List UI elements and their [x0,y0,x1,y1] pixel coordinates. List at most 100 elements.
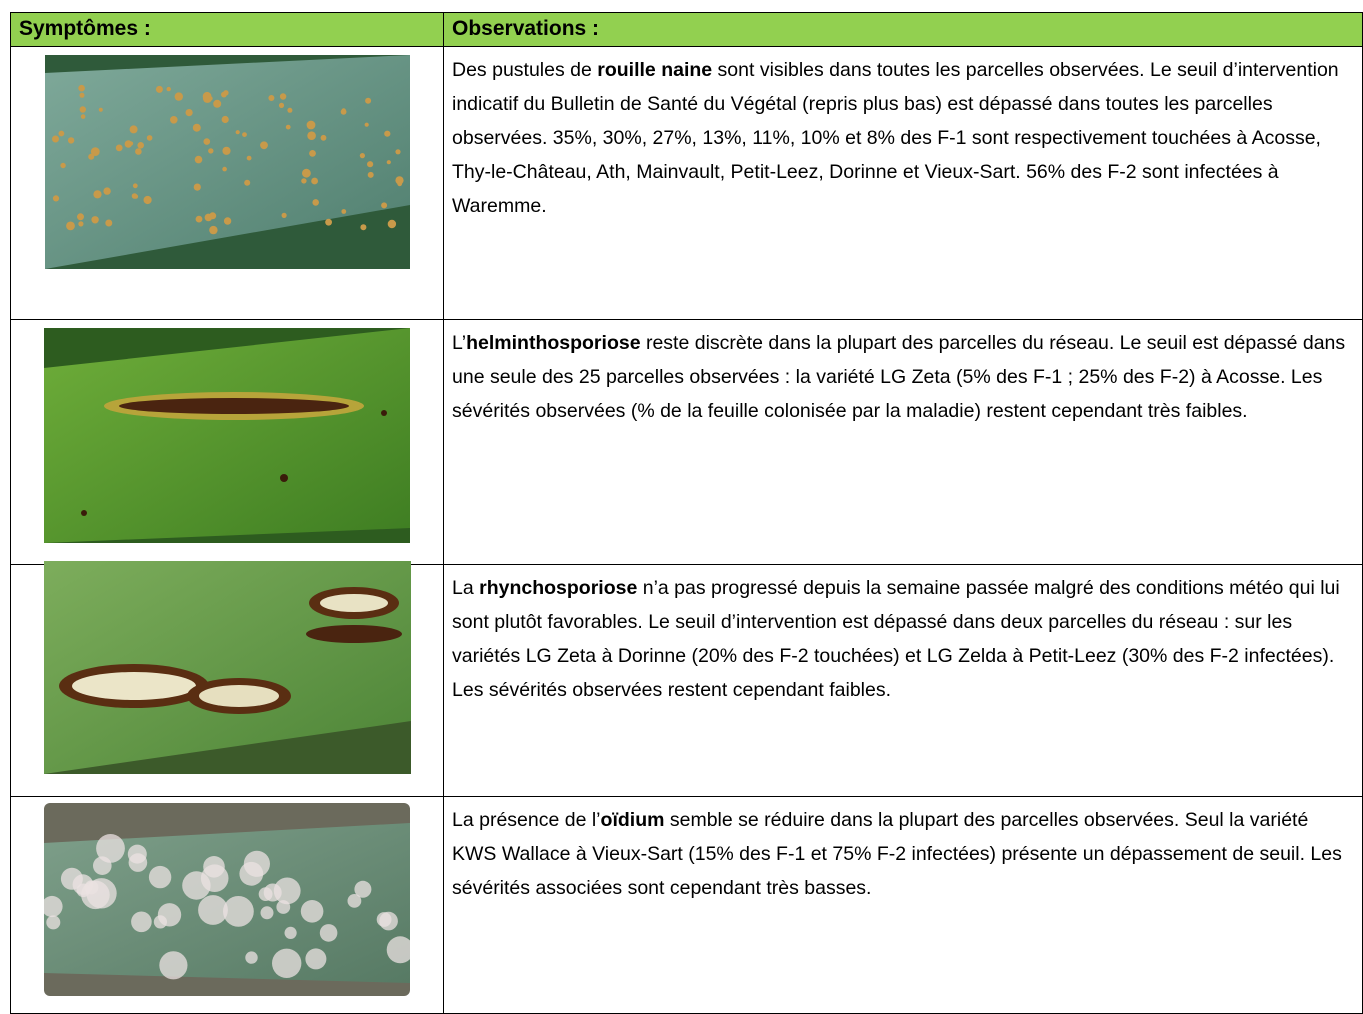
row: La présence de l’oïdium semble se réduir… [10,796,1363,1014]
mildew-patch [245,951,258,964]
mildew-patch [376,912,392,927]
pustule [195,215,202,223]
pustule [394,149,401,155]
pustule [155,85,163,93]
pustule [77,84,85,92]
mildew-patch [223,896,254,927]
spot [81,510,87,516]
pustule [128,141,133,146]
mildew-patch [386,936,410,964]
mildew-patch [128,853,148,872]
pustule [166,86,171,92]
pustule [90,147,100,156]
pustule [51,135,59,143]
mildew-patch [148,865,172,889]
pustule [87,153,94,160]
pustule [79,92,84,98]
pustule [243,179,250,186]
mildew-patch [60,867,83,890]
header-cell: Observations : [443,12,1363,47]
pustule [383,130,390,137]
pustule [364,97,371,104]
header-row: Symptômes : Observations : [10,12,1363,47]
pustule [324,218,332,226]
lesion-center [319,594,388,612]
pustule [308,150,316,157]
observation-cell: La rhynchosporiose n’a pas progressé dep… [443,564,1363,797]
leaf-photo [43,561,411,774]
pustule [132,183,138,189]
pustule [169,116,178,124]
mildew-patch [200,864,229,892]
mildew-patch [84,880,99,895]
pustule [143,195,152,205]
pustule [221,146,231,155]
text: reste discrète dans la plupart des parce… [452,332,1346,422]
pustule [285,124,291,130]
mildew-patch [272,948,302,978]
pustule [146,135,152,141]
mildew-patch [44,895,63,918]
pustule [208,225,218,235]
pustule [212,99,221,108]
text: semble se réduire dans la plupart des pa… [452,809,1342,899]
mildew-patch [46,915,61,930]
leaf-photo [44,328,410,543]
pustule [259,141,268,150]
observation-cell: La présence de l’oïdium semble se réduir… [443,796,1363,1014]
leaf [44,328,410,543]
mildew-patch [198,895,228,925]
pustule [340,209,346,214]
pustule [300,178,307,184]
pustule [77,221,83,227]
pustule [366,161,373,168]
mildew-patch [284,926,297,939]
mildew-patch [239,861,264,886]
text: La [452,577,480,599]
leaf [43,561,411,774]
pustule [98,107,103,112]
symptom-cell [10,46,444,320]
pustule [79,106,86,113]
text: La présence de l’ [452,809,601,831]
pustule [279,93,286,100]
pustule [281,212,287,218]
pustule [220,91,227,98]
symptom-cell [10,796,444,1014]
pustule [310,177,318,185]
pustule [92,190,102,199]
text: L’ [452,332,467,354]
row: L’helminthosporiose reste discrète dans … [10,319,1363,565]
disease-name: rouille naine [597,59,713,81]
pustule [396,181,402,187]
pustule [90,216,99,224]
pustule [364,122,369,127]
pustule [241,132,247,137]
mildew-patch [273,877,301,905]
pustule [320,134,326,141]
pustule [306,131,316,140]
pustule [367,171,374,178]
pustule [194,155,202,164]
pustule [115,144,123,152]
pustule [301,168,311,178]
lesion-center [198,685,279,707]
header-cell: Symptômes : [10,12,444,47]
pustule [221,115,229,124]
pustule [359,153,365,159]
leaf [44,55,410,269]
pustule [311,199,319,206]
observation-cell: L’helminthosporiose reste discrète dans … [443,319,1363,565]
row: La rhynchosporiose n’a pas progressé dep… [10,561,1363,797]
pustule [131,193,137,199]
leaf-photo [44,803,410,996]
pustule [129,125,138,134]
pustule [174,92,183,101]
leaf-photo [44,55,410,269]
symptom-cell [10,561,444,797]
mildew-patch [96,834,125,863]
pustule [380,202,387,209]
pustule [386,160,391,165]
pustule [192,123,201,132]
pustule [76,213,84,221]
